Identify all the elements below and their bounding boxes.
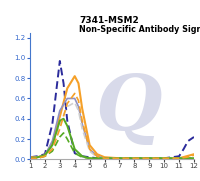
Text: Non-Specific Antibody Signal <10%: Non-Specific Antibody Signal <10%: [79, 25, 200, 34]
Text: Q: Q: [95, 72, 162, 146]
Text: 7341-MSM2: 7341-MSM2: [79, 16, 139, 25]
